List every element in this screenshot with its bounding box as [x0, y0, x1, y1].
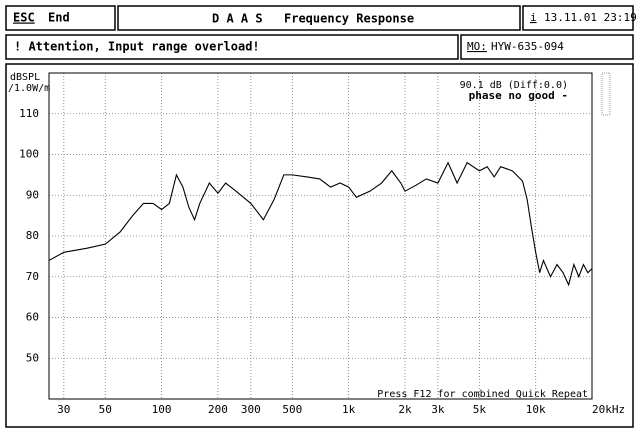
info-box[interactable] [522, 5, 634, 31]
window-title: Frequency Response [284, 12, 414, 26]
x-tick-label: 300 [241, 403, 261, 416]
footer-note: Press F12 for combined Quick Repeat [377, 389, 588, 400]
y-tick-label: 80 [26, 229, 39, 242]
app-name: D A A S [212, 12, 263, 26]
scroll-strip [601, 72, 611, 116]
x-tick-label: 3k [431, 403, 445, 416]
x-tick-label: 100 [152, 403, 172, 416]
y-reference: /1.0W/m [8, 83, 50, 94]
response-curve [48, 161, 593, 287]
x-tick-label: 1k [342, 403, 356, 416]
y-tick-label: 60 [26, 311, 39, 324]
phase-note: phase no good - [469, 89, 568, 102]
x-tick-label: 5k [473, 403, 487, 416]
model-box [460, 34, 634, 60]
chart-frame [5, 63, 634, 428]
y-tick-label: 100 [19, 148, 39, 161]
esc-button[interactable] [5, 5, 116, 31]
esc-key[interactable]: ESC [13, 11, 35, 25]
title-box [117, 5, 521, 31]
model-key: MO: [467, 40, 487, 53]
warning: ! Attention, Input range overload! [14, 40, 260, 54]
readout: 90.1 dB (Diff:0.0) [460, 80, 568, 91]
datetime: 13.11.01 23:19 [544, 11, 637, 24]
x-tick-label: 30 [57, 403, 70, 416]
x-tick-label: 10k [526, 403, 546, 416]
x-tick-label: 2k [398, 403, 412, 416]
esc-action[interactable]: End [48, 11, 70, 25]
x-tick-label: 200 [208, 403, 228, 416]
model: HYW-635-094 [491, 40, 564, 53]
x-tick-label: 20kHz [592, 403, 625, 416]
plot-border [48, 72, 593, 400]
y-unit: dBSPL [10, 72, 40, 83]
y-tick-label: 50 [26, 351, 39, 364]
y-tick-label: 90 [26, 188, 39, 201]
info-key[interactable]: i [530, 11, 537, 24]
x-tick-label: 500 [282, 403, 302, 416]
x-tick-label: 50 [99, 403, 112, 416]
warning-box [5, 34, 459, 60]
y-tick-label: 70 [26, 270, 39, 283]
y-tick-label: 110 [19, 107, 39, 120]
plot: 50 60 70 80 90 100 110 30 50 100 200 300 500 1k 2k 3k 5k… [19, 73, 625, 416]
